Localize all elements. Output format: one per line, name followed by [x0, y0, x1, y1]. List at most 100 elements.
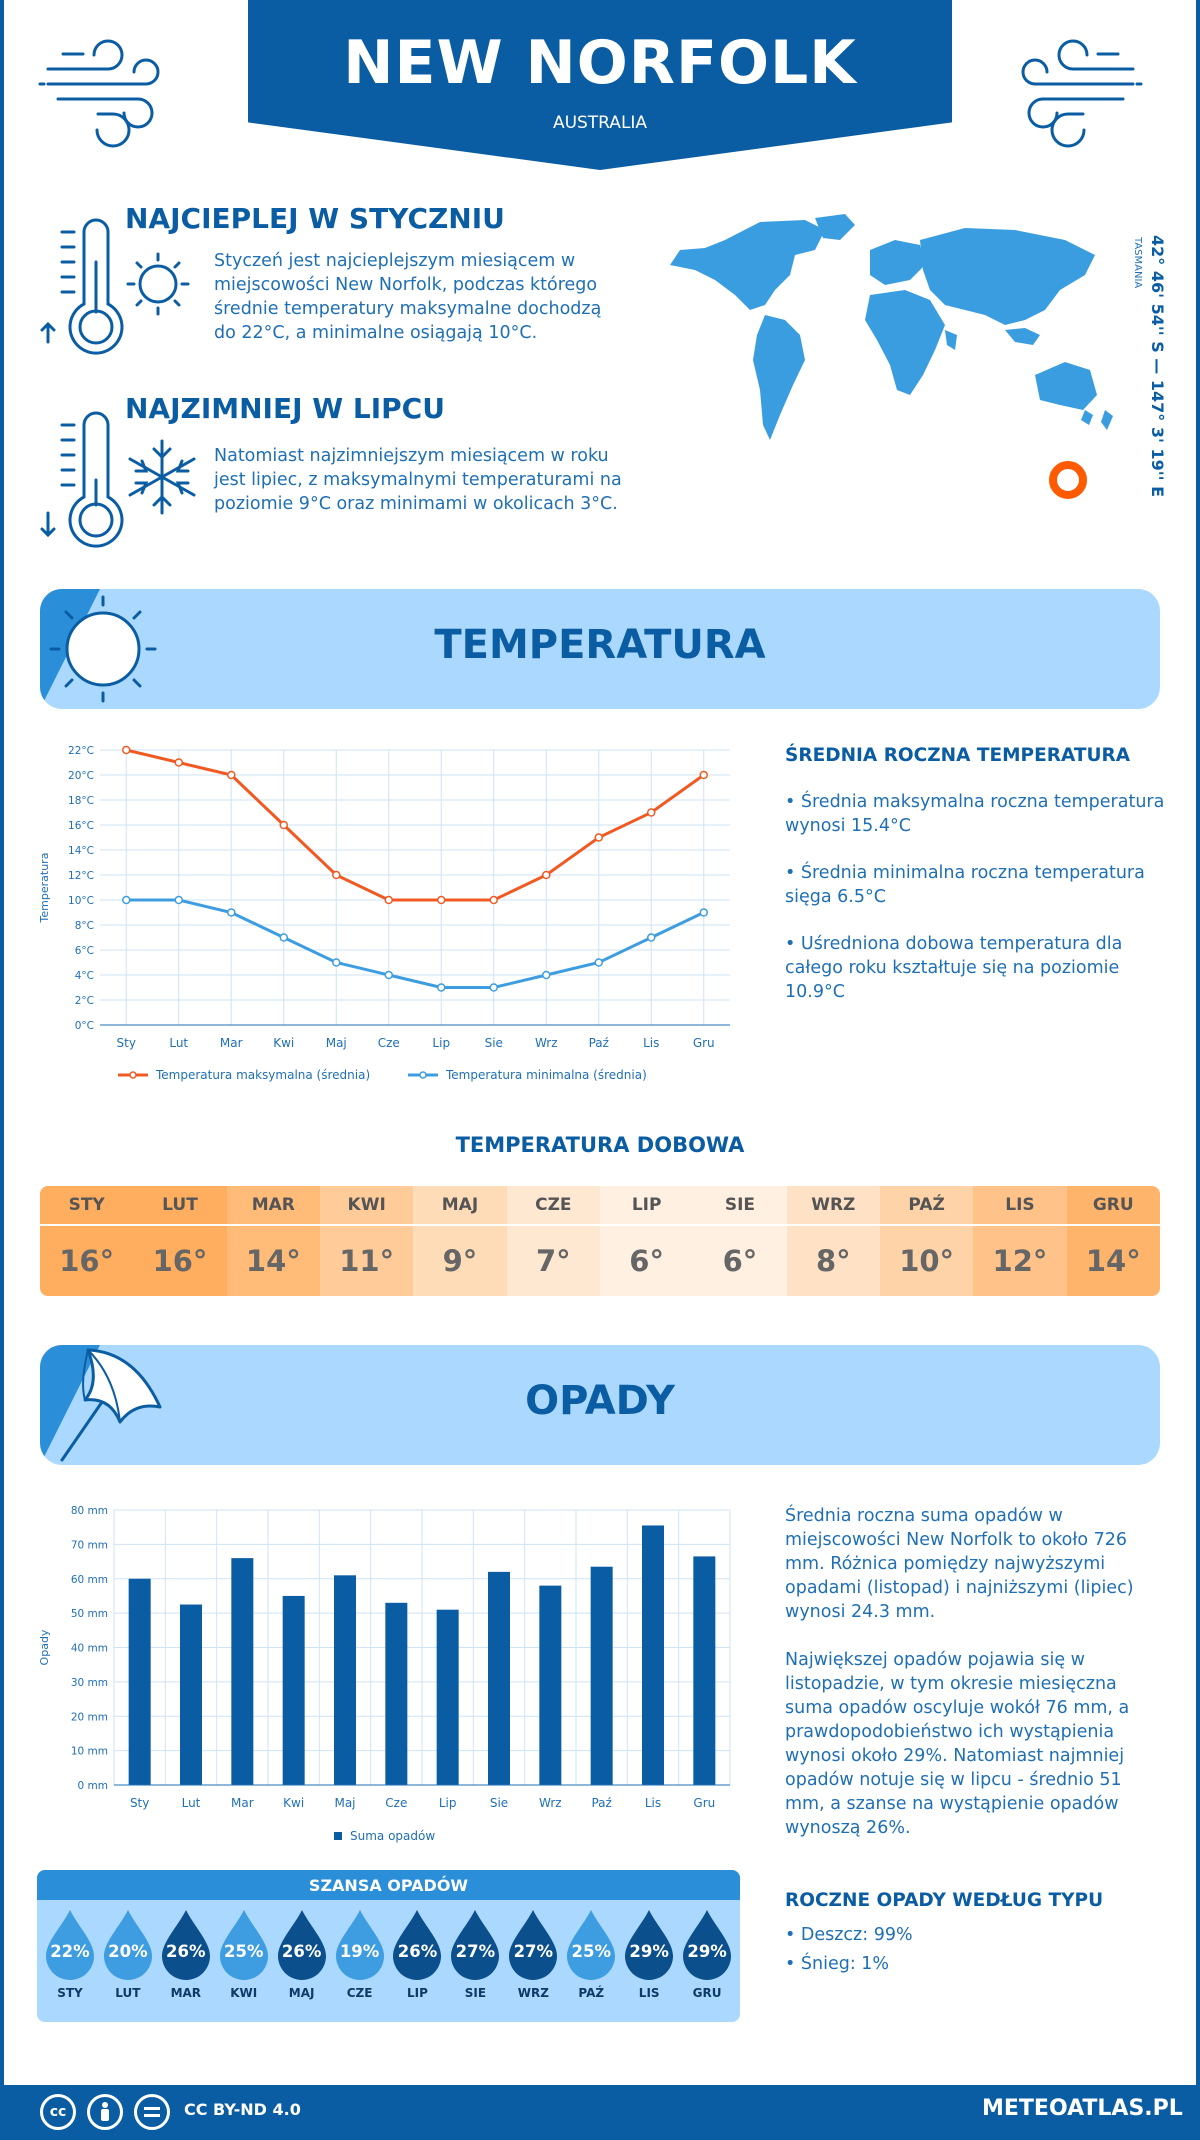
- rain-chance-value: 22%: [50, 1942, 90, 1961]
- rain-chance-month: MAR: [170, 1986, 202, 2000]
- y-tick-label: 10°C: [68, 895, 94, 907]
- y-tick-label: 20 mm: [71, 1711, 108, 1723]
- x-tick-label: Paź: [589, 1036, 609, 1050]
- sun-icon: [49, 595, 157, 703]
- rain-chance-row: 22% STY 20% LUT 26% MAR 25% KWI 26% MAJ 19% CZE 26% L…: [37, 1900, 740, 2000]
- site-link[interactable]: METEOATLAS.PL: [982, 2096, 1183, 2121]
- y-tick-label: 8°C: [75, 920, 94, 932]
- daily-month-label: LUT: [162, 1195, 198, 1215]
- daily-temp-cell: CZE 7°: [506, 1186, 600, 1296]
- x-tick-label: Cze: [378, 1036, 400, 1050]
- data-point: [699, 908, 708, 917]
- daily-temp-cell: STY 16°: [40, 1186, 134, 1296]
- footer: [0, 2085, 1200, 2140]
- y-tick-label: 50 mm: [71, 1608, 108, 1620]
- precip-detail: Największej opadów pojawia się w listopa…: [785, 1650, 1130, 1838]
- data-point: [174, 895, 183, 905]
- y-tick-label: 18°C: [68, 795, 94, 807]
- rain-chance-month: WRZ: [517, 1986, 549, 2000]
- data-point: [594, 958, 603, 967]
- precip-bar: [334, 1575, 356, 1785]
- data-point: [437, 895, 446, 905]
- daily-temp-cell: KWI 11°: [319, 1186, 414, 1296]
- precip-bar: [539, 1585, 562, 1785]
- precip-bar: [282, 1595, 305, 1785]
- daily-temp-cell: LUT 16°: [133, 1186, 227, 1296]
- rain-chance-item: 25% PAŹ: [562, 1908, 620, 2000]
- rain-chance-month: SIE: [464, 1986, 487, 2000]
- x-tick-label: Maj: [334, 1796, 355, 1810]
- region-label: TASMANIA: [1132, 237, 1143, 289]
- y-tick-label: 60 mm: [71, 1574, 108, 1586]
- y-axis-label: Opady: [38, 1629, 51, 1665]
- x-tick-label: Sie: [485, 1036, 503, 1050]
- rain-chance-value: 20%: [108, 1942, 148, 1961]
- daily-temp-value: 12°: [973, 1224, 1067, 1296]
- precip-bar: [590, 1566, 613, 1785]
- rain-chance-month: LIP: [407, 1986, 428, 2000]
- rain-chance-month: CZE: [346, 1986, 373, 2000]
- rain-chance-month: KWI: [230, 1986, 258, 2000]
- rain-chance-item: 29% GRU: [678, 1908, 736, 2000]
- x-tick-label: Lis: [643, 1036, 659, 1050]
- legend-marker: [419, 1071, 427, 1079]
- warmest-text: Styczeń jest najcieplejszym miesiącem w …: [214, 251, 602, 343]
- y-tick-label: 14°C: [68, 845, 94, 857]
- series-line: [126, 898, 705, 989]
- y-tick-label: 12°C: [68, 870, 94, 882]
- rain-chance-item: 20% LUT: [99, 1908, 157, 2000]
- coldest-text: Natomiast najzimniejszym miesiącem w rok…: [214, 446, 622, 514]
- daily-month-label: CZE: [535, 1195, 572, 1215]
- annual-temp-heading: ŚREDNIA ROCZNA TEMPERATURA: [785, 745, 1131, 766]
- daily-month-label: MAJ: [441, 1195, 479, 1215]
- daily-temp-cell: GRU 14°: [1066, 1186, 1160, 1296]
- rain-chance-month: LUT: [115, 1986, 141, 2000]
- x-tick-label: Sty: [130, 1796, 149, 1810]
- y-tick-label: 16°C: [68, 820, 94, 832]
- daily-month-label: KWI: [347, 1195, 386, 1215]
- raindrop-icon: [567, 1910, 616, 1980]
- daily-temp-cell: MAR 14°: [226, 1186, 320, 1296]
- legend-label: Suma opadów: [350, 1829, 435, 1843]
- rain-chance-item: 27% WRZ: [504, 1908, 562, 2000]
- data-point: [227, 770, 236, 780]
- y-tick-label: 70 mm: [71, 1539, 108, 1551]
- daily-temp-value: 14°: [1066, 1224, 1160, 1296]
- precip-bar: [488, 1571, 510, 1785]
- x-tick-label: Maj: [326, 1036, 347, 1050]
- temperature-title: TEMPERATURA: [434, 622, 766, 668]
- x-tick-label: Lut: [182, 1796, 201, 1810]
- x-tick-label: Lis: [645, 1796, 661, 1810]
- coordinates: 42° 46' 54'' S — 147° 3' 19'' E: [1148, 235, 1167, 497]
- thermometer-warm-icon: [40, 218, 190, 355]
- precip-type-heading: ROCZNE OPADY WEDŁUG TYPU: [785, 1890, 1104, 1911]
- daily-temp-cell: PAŹ 10°: [879, 1186, 974, 1296]
- data-point: [279, 933, 288, 942]
- legend-label: Temperatura minimalna (średnia): [445, 1068, 647, 1082]
- umbrella-icon: [60, 1348, 162, 1462]
- daily-temp-value: 16°: [133, 1224, 227, 1296]
- daily-temp-cell: SIE 6°: [693, 1186, 787, 1296]
- city-title: NEW NORFOLK: [343, 28, 857, 98]
- annual-temp-min: • Średnia minimalna roczna temperatura s…: [785, 863, 1145, 907]
- x-tick-label: Wrz: [539, 1796, 562, 1810]
- coldest-title: NAJZIMNIEJ W LIPCU: [125, 392, 445, 425]
- x-tick-label: Lut: [169, 1036, 188, 1050]
- rain-chance-month: MAJ: [288, 1986, 315, 2000]
- data-point: [437, 983, 446, 992]
- daily-temp-value: 9°: [413, 1224, 507, 1296]
- daily-month-label: GRU: [1092, 1195, 1134, 1215]
- x-tick-label: Gru: [693, 1036, 715, 1050]
- y-axis-label: Temperatura: [38, 853, 51, 924]
- data-point: [489, 983, 498, 992]
- daily-month-label: MAR: [251, 1195, 295, 1215]
- rain-chance-value: 19%: [339, 1942, 380, 1961]
- world-map: [670, 214, 1113, 499]
- rain-chance-value: 26%: [397, 1942, 438, 1961]
- daily-temp-title: TEMPERATURA DOBOWA: [455, 1133, 745, 1157]
- daily-temp-value: 16°: [40, 1224, 134, 1296]
- data-point: [332, 958, 341, 967]
- rain-chance-value: 29%: [687, 1942, 727, 1961]
- annual-temp-max: • Średnia maksymalna roczna temperatura …: [785, 792, 1165, 836]
- data-point: [332, 870, 341, 880]
